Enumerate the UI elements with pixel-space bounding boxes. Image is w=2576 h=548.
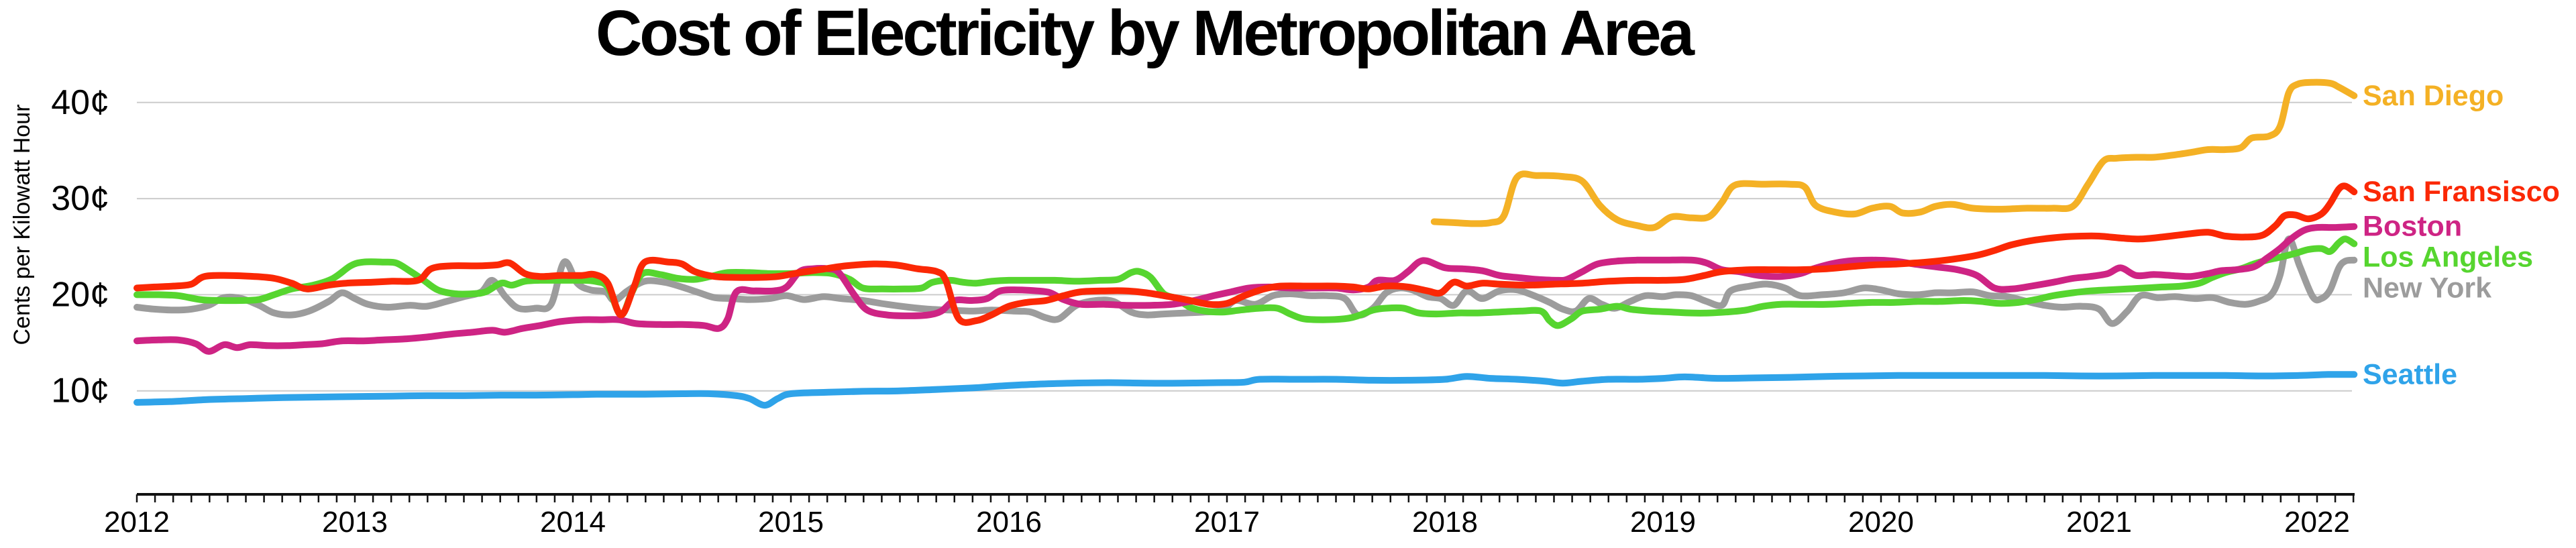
x-tick-label-2013: 2013 xyxy=(322,506,388,539)
x-tick-label-2021: 2021 xyxy=(2066,506,2132,539)
y-tick-label-20: 20¢ xyxy=(51,275,109,314)
series-lines xyxy=(133,78,2358,409)
series-label-boston: Boston xyxy=(2363,211,2462,243)
series-label-seattle: Seattle xyxy=(2363,358,2457,390)
y-axis-tick-labels: 40¢ 30¢ 20¢ 10¢ xyxy=(51,83,109,410)
x-tick-label-2012: 2012 xyxy=(104,506,170,539)
x-tick-label-2020: 2020 xyxy=(1848,506,1914,539)
y-tick-label-40: 40¢ xyxy=(51,83,109,122)
series-line-seattle xyxy=(133,371,2358,409)
series-line-new-york xyxy=(133,235,2358,327)
x-tick-label-2018: 2018 xyxy=(1412,506,1478,539)
series-label-new-york: New York xyxy=(2363,272,2491,305)
y-tick-label-30: 30¢ xyxy=(51,179,109,218)
series-line-san-fransisco xyxy=(133,182,2358,326)
x-tick-label-2022: 2022 xyxy=(2284,506,2350,539)
gridlines xyxy=(137,101,2352,392)
x-tick-label-2019: 2019 xyxy=(1630,506,1696,539)
series-label-los-angeles: Los Angeles xyxy=(2363,241,2533,274)
y-tick-label-10: 10¢ xyxy=(51,372,109,410)
series-line-los-angeles xyxy=(133,235,2358,329)
series-label-san-fransisco: San Fransisco xyxy=(2363,176,2560,208)
x-tick-label-2016: 2016 xyxy=(976,506,1042,539)
x-tick-label-2017: 2017 xyxy=(1194,506,1260,539)
series-label-san-diego: San Diego xyxy=(2363,80,2504,112)
series-line-san-diego xyxy=(1430,78,2358,231)
y-axis-title: Cents per Kilowatt Hour xyxy=(9,104,35,345)
x-tick-label-2015: 2015 xyxy=(758,506,824,539)
x-axis: 2012 2013 2014 2015 2016 2017 2018 2019 2020 2021… xyxy=(104,493,2355,539)
x-tick-label-2014: 2014 xyxy=(540,506,606,539)
chart-title: Cost of Electricity by Metropolitan Area xyxy=(596,0,1695,69)
series-line-boston xyxy=(133,223,2358,355)
